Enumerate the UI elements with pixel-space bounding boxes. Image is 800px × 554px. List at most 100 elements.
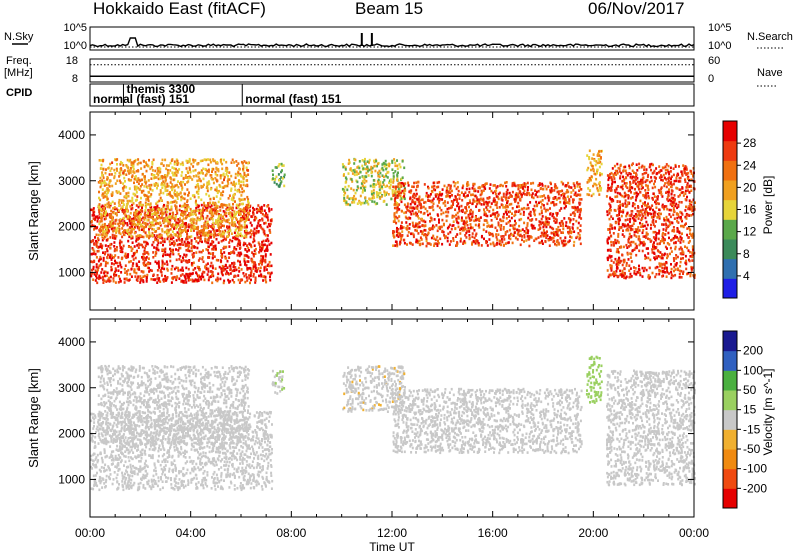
echo-cell — [135, 178, 138, 181]
echo-cell — [526, 188, 529, 192]
echo-cell — [141, 245, 144, 249]
echo-cell — [174, 204, 177, 207]
echo-cell — [98, 245, 101, 249]
echo-cell — [166, 189, 169, 192]
echo-cell — [185, 266, 188, 270]
echo-cell — [141, 225, 144, 228]
echo-cell — [209, 243, 212, 247]
echo-cell — [94, 269, 97, 272]
echo-cell — [109, 220, 112, 224]
echo-cell — [445, 219, 448, 223]
echo-cell — [394, 203, 397, 206]
echo-cell — [200, 229, 203, 232]
freq-left-tick-top: 18 — [66, 55, 78, 67]
echo-cell — [346, 188, 349, 192]
echo-cell — [242, 202, 244, 206]
echo-cell — [103, 252, 106, 256]
echo-cell — [156, 210, 159, 214]
echo-cell — [413, 181, 416, 185]
echo-cell — [358, 199, 361, 203]
echo-cell — [436, 235, 439, 239]
echo-cell — [549, 190, 552, 193]
echo-cell — [186, 200, 189, 204]
echo-cell — [625, 214, 628, 218]
echo-cell — [210, 261, 213, 265]
echo-cell — [166, 182, 169, 186]
echo-cell — [543, 207, 546, 210]
echo-cell — [222, 215, 224, 218]
echo-cell — [232, 196, 235, 199]
echo-cell — [680, 211, 683, 215]
echo-cell — [550, 182, 552, 186]
echo-cell — [159, 236, 162, 240]
echo-cell — [159, 212, 162, 215]
echo-cell — [207, 226, 209, 230]
echo-cell — [598, 165, 601, 169]
echo-cell — [579, 210, 582, 214]
echo-cell — [190, 249, 193, 253]
echo-cell — [203, 231, 206, 235]
echo-cell — [368, 197, 371, 201]
echo-cell — [382, 183, 385, 187]
echo-cell — [381, 163, 384, 166]
echo-cell — [146, 219, 149, 222]
echo-cell — [193, 237, 196, 240]
echo-cell — [661, 266, 664, 270]
echo-cell — [480, 235, 483, 239]
echo-cell — [471, 215, 474, 218]
echo-cell — [193, 218, 196, 221]
echo-cell — [132, 258, 135, 261]
echo-cell — [388, 164, 391, 168]
echo-cell — [415, 188, 418, 192]
echo-cell — [658, 229, 661, 233]
echo-cell — [393, 206, 396, 210]
echo-cell — [568, 185, 570, 188]
echo-cell — [107, 245, 110, 248]
echo-cell — [397, 171, 399, 175]
echo-cell — [569, 235, 572, 238]
echo-cell — [169, 194, 172, 197]
echo-cell — [133, 160, 136, 163]
echo-cell — [504, 206, 507, 209]
echo-cell — [518, 209, 521, 212]
echo-cell — [185, 281, 188, 284]
echo-cell — [580, 217, 583, 220]
echo-cell — [523, 221, 526, 225]
echo-cell — [368, 158, 371, 162]
echo-cell — [596, 189, 599, 192]
echo-cell — [104, 274, 106, 278]
echo-cell — [363, 187, 366, 190]
echo-cell — [239, 208, 242, 211]
echo-cell — [473, 182, 476, 186]
echo-cell — [417, 210, 420, 213]
echo-cell — [533, 239, 536, 242]
echo-cell — [139, 278, 142, 281]
echo-cell — [165, 219, 168, 223]
echo-cell — [102, 275, 104, 279]
echo-cell — [234, 200, 236, 203]
echo-cell — [560, 194, 563, 197]
echo-cell — [206, 182, 209, 186]
echo-cell — [167, 164, 170, 167]
echo-cell — [473, 229, 476, 232]
cpid-segment-label: normal (fast) 151 — [93, 92, 189, 106]
echo-cell — [437, 185, 440, 189]
echo-cell — [178, 208, 181, 212]
echo-cell — [353, 170, 356, 174]
echo-cell — [259, 248, 262, 252]
echo-cell — [208, 201, 211, 205]
echo-cell — [454, 235, 457, 238]
echo-cell — [216, 174, 219, 177]
echo-cell — [157, 226, 160, 230]
echo-cell — [95, 239, 97, 243]
echo-cell — [252, 254, 255, 258]
echo-cell — [372, 182, 375, 186]
echo-cell — [549, 213, 552, 216]
echo-cell — [652, 208, 654, 212]
echo-cell — [464, 234, 467, 237]
echo-cell — [230, 198, 233, 201]
echo-cell — [240, 225, 243, 229]
echo-cell — [673, 217, 676, 220]
echo-cell — [257, 267, 260, 270]
echo-cell — [117, 256, 120, 259]
